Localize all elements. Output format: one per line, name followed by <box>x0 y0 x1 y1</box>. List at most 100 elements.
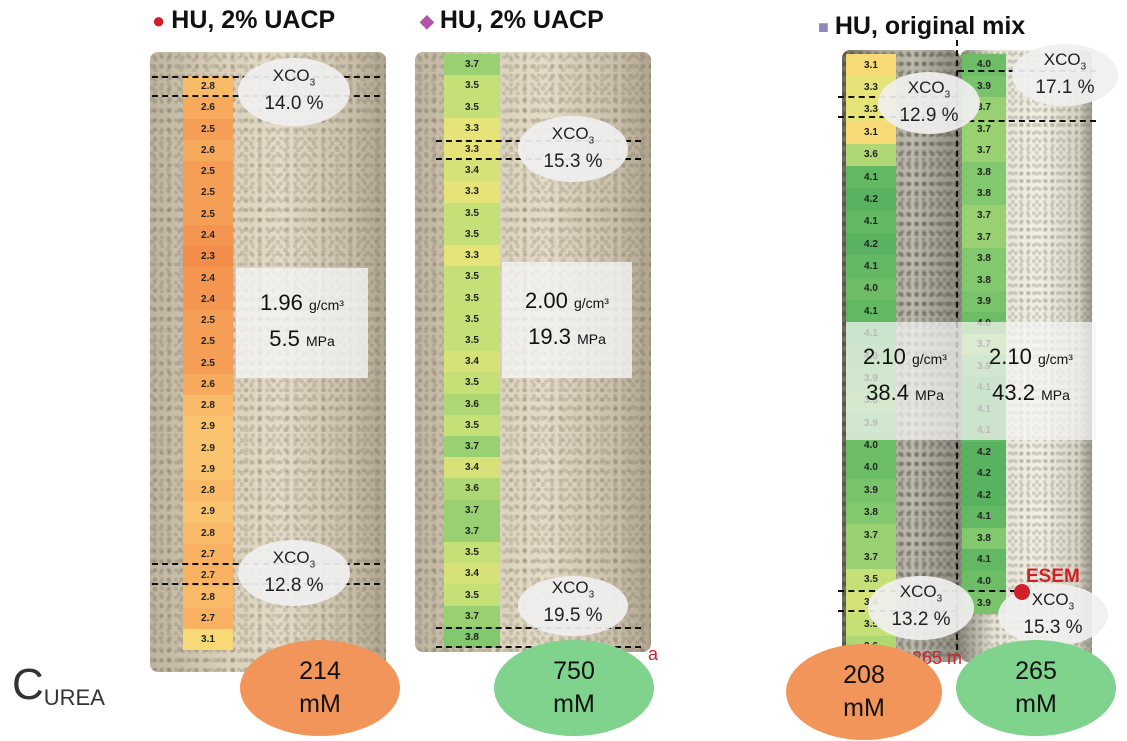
strip-cell: 4.2 <box>846 188 896 211</box>
strip-cell: 4.1 <box>962 549 1006 571</box>
density-strength-box-4: 2.10 g/cm³ 43.2 MPa <box>989 344 1073 405</box>
density-strength-box: 1.96 g/cm³ 5.5 MPa <box>236 268 368 378</box>
strip-cell: 4.0 <box>846 456 896 480</box>
strip-cell: 3.7 <box>962 118 1006 141</box>
strip-cell: 3.7 <box>444 520 500 543</box>
strip-cell: 2.8 <box>183 76 233 98</box>
title-sample-3: ■ HU, original mix <box>818 12 1026 40</box>
strip-cell: 2.3 <box>183 246 233 268</box>
strip-cell: 3.5 <box>444 372 500 394</box>
strip-cell: 3.4 <box>444 160 500 182</box>
boundary-line <box>958 590 1016 592</box>
strip-cell: 2.6 <box>183 139 233 162</box>
strip-cell: 3.4 <box>444 457 500 479</box>
diamond-marker-icon: ◆ <box>420 10 434 31</box>
strip-cell: 3.5 <box>444 202 500 224</box>
urea-concentration-badge: 208 mM <box>786 644 942 740</box>
strip-cell: 3.5 <box>444 542 500 564</box>
strip-cell: 3.1 <box>183 628 233 651</box>
xco3-bottom-oval: XCO3 15.3 % <box>998 584 1108 646</box>
strip-cell: 4.2 <box>962 484 1006 507</box>
strip-cell: 2.4 <box>183 288 233 310</box>
strip-cell: 2.7 <box>183 607 233 629</box>
strip-cell: 2.6 <box>183 97 233 119</box>
strip-cell: 2.9 <box>183 458 233 481</box>
strip-cell: 3.5 <box>444 287 500 309</box>
sample-1-strip: 2.8 2.6 2.5 2.6 2.5 2.5 2.5 2.4 2.3 2.4 2.4 2.5 2.5 2… <box>183 76 233 651</box>
density-strength-box <box>846 322 1096 440</box>
strip-cell: 3.7 <box>444 499 500 521</box>
title-sample-2: ◆ HU, 2% UACP <box>420 6 604 34</box>
strip-cell: 3.6 <box>444 478 500 500</box>
strip-cell: 3.8 <box>962 527 1006 550</box>
strip-cell: 4.1 <box>846 210 896 233</box>
strip-cell: 4.1 <box>846 165 896 189</box>
strip-cell: 3.7 <box>444 605 500 627</box>
strip-cell: 2.9 <box>183 437 233 459</box>
strip-cell: 2.5 <box>183 309 233 332</box>
esem-label: ESEM <box>1026 566 1080 587</box>
strip-cell: 3.3 <box>444 181 500 203</box>
strip-cell: 4.0 <box>962 54 1006 76</box>
strip-cell: 3.7 <box>962 140 1006 162</box>
density-strength-box-3: 2.10 g/cm³ 38.4 MPa <box>863 344 947 405</box>
strip-cell: 2.7 <box>183 543 233 566</box>
strip-cell: 2.6 <box>183 373 233 395</box>
strip-cell: 3.5 <box>444 223 500 245</box>
strip-cell: 2.8 <box>183 480 233 502</box>
strip-cell: 3.7 <box>444 54 500 76</box>
strip-cell: 3.5 <box>444 266 500 288</box>
strip-cell: 2.8 <box>183 522 233 544</box>
sample-2-strip: 3.7 3.5 3.5 3.3 3.3 3.4 3.3 3.5 3.5 3.3 3.5 3.5 3.5 3… <box>444 54 500 649</box>
strip-cell: 4.2 <box>962 441 1006 464</box>
urea-concentration-badge: 750 mM <box>494 640 654 736</box>
strip-cell: 4.0 <box>846 277 896 301</box>
strip-cell: 3.5 <box>444 329 500 352</box>
strip-cell: 2.5 <box>183 182 233 204</box>
strip-cell: 3.4 <box>444 351 500 373</box>
strip-cell: 3.3 <box>444 138 500 161</box>
xco3-top-oval: XCO3 14.0 % <box>238 58 350 126</box>
strip-cell: 4.1 <box>846 300 896 323</box>
title-sample-1: ● HU, 2% UACP <box>152 6 336 34</box>
strip-cell: 3.9 <box>962 290 1006 313</box>
strip-cell: 3.9 <box>846 479 896 502</box>
strip-cell: 4.1 <box>962 506 1006 528</box>
strip-cell: 3.8 <box>962 269 1006 291</box>
square-marker-icon: ■ <box>818 16 829 37</box>
strip-cell: 2.4 <box>183 267 233 289</box>
strip-cell: 2.4 <box>183 224 233 247</box>
strip-cell: 3.8 <box>444 626 500 649</box>
strip-cell: 2.5 <box>183 161 233 183</box>
strip-cell: 2.5 <box>183 118 233 140</box>
strip-cell: 3.5 <box>444 96 500 118</box>
circle-marker-icon: ● <box>152 8 166 34</box>
strip-cell: 3.3 <box>444 117 500 139</box>
partial-label: a <box>648 644 659 664</box>
xco3-bottom-oval: XCO3 19.5 % <box>518 576 628 636</box>
strip-cell: 3.4 <box>444 563 500 585</box>
xco3-bottom-oval: XCO3 12.8 % <box>238 540 350 606</box>
xco3-top-oval: XCO3 15.3 % <box>518 116 628 182</box>
strip-cell: 3.3 <box>444 244 500 267</box>
strip-cell: 2.7 <box>183 565 233 587</box>
strip-cell: 3.5 <box>444 75 500 97</box>
strip-cell: 4.1 <box>846 255 896 278</box>
density-strength-box: 2.00 g/cm³ 19.3 MPa <box>502 262 632 378</box>
xco3-top-oval: XCO3 17.1 % <box>1012 44 1118 106</box>
strip-cell: 3.8 <box>962 247 1006 270</box>
xco3-top-oval: XCO3 12.9 % <box>878 72 980 134</box>
boundary-line <box>958 120 1096 122</box>
curea-label: CUREA <box>12 660 105 710</box>
strip-cell: 2.8 <box>183 586 233 608</box>
strip-cell: 3.5 <box>444 584 500 606</box>
strip-cell: 2.5 <box>183 203 233 225</box>
xco3-bottom-oval: XCO3 13.2 % <box>868 576 974 640</box>
strip-cell: 3.8 <box>962 183 1006 205</box>
strip-cell: 2.5 <box>183 331 233 353</box>
strip-cell: 2.5 <box>183 352 233 374</box>
strip-cell: 3.7 <box>846 546 896 569</box>
strip-cell: 3.5 <box>444 414 500 436</box>
strip-cell: 3.7 <box>846 523 896 547</box>
strip-cell: 3.8 <box>962 161 1006 184</box>
